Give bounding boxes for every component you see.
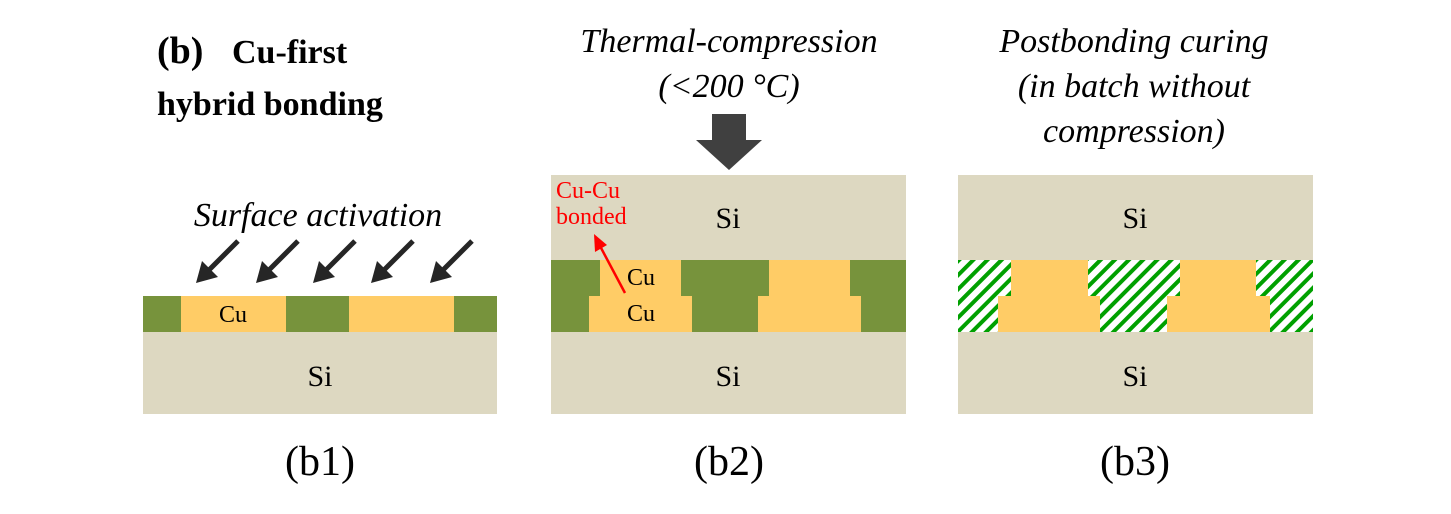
b2-process-line2: (<200 °C) [658, 68, 799, 105]
b1-caption: (b1) [285, 439, 355, 485]
b3-bottom-si-label: Si [1122, 360, 1147, 393]
b3-bottom-silicon [958, 332, 1313, 414]
b3-caption: (b3) [1100, 439, 1170, 485]
b2-annotation-line1: Cu-Cu [556, 178, 620, 204]
activation-arrow-icon [430, 239, 474, 283]
figure-header: (b) Cu-first hybrid bonding [157, 30, 383, 123]
panel-b2: Thermal-compression (<200 °C) Si Cu Cu S… [551, 23, 906, 485]
b2-annotation-line2: bonded [556, 204, 627, 230]
b2-process-line1: Thermal-compression [580, 23, 877, 60]
b2-top-si-label: Si [715, 202, 740, 235]
activation-arrow-icon [256, 239, 300, 283]
b1-silicon-substrate [143, 332, 497, 414]
b2-bottom-cu-label: Cu [627, 301, 655, 327]
b1-process-label: Surface activation [194, 197, 442, 234]
activation-arrow-icon [371, 239, 415, 283]
bonded-pointer-arrow-icon [594, 234, 627, 294]
b2-caption: (b2) [694, 439, 764, 485]
b3-top-si-label: Si [1122, 202, 1147, 235]
compression-arrow-icon [696, 114, 762, 170]
b2-top-silicon [551, 175, 906, 260]
b3-process-line2: (in batch without [1018, 68, 1252, 105]
panel-b3: Postbonding curing (in batch without com… [958, 23, 1313, 485]
header-title-line2: hybrid bonding [157, 86, 383, 123]
b1-si-label: Si [307, 360, 332, 393]
b3-right-copper-joint [1167, 260, 1270, 332]
b2-right-copper-joint [758, 260, 861, 332]
b2-top-cu-label: Cu [627, 265, 655, 291]
b2-left-copper-joint [589, 260, 692, 332]
panel-b1: Surface activation [143, 197, 497, 485]
activation-arrow-icon [313, 239, 357, 283]
b3-process-line3: compression) [1043, 113, 1225, 150]
b1-copper-pad [181, 296, 286, 332]
header-letter: (b) [157, 30, 203, 72]
b2-bottom-si-label: Si [715, 360, 740, 393]
activation-arrow-icon [196, 239, 240, 283]
b3-left-copper-joint [998, 260, 1100, 332]
b1-cu-label: Cu [219, 302, 247, 328]
header-title-line1: Cu-first [232, 34, 348, 71]
surface-activation-arrows [196, 239, 474, 283]
b3-process-line1: Postbonding curing [998, 23, 1268, 60]
b1-copper-pad [349, 296, 454, 332]
b2-bottom-silicon [551, 332, 906, 414]
b3-top-silicon [958, 175, 1313, 260]
